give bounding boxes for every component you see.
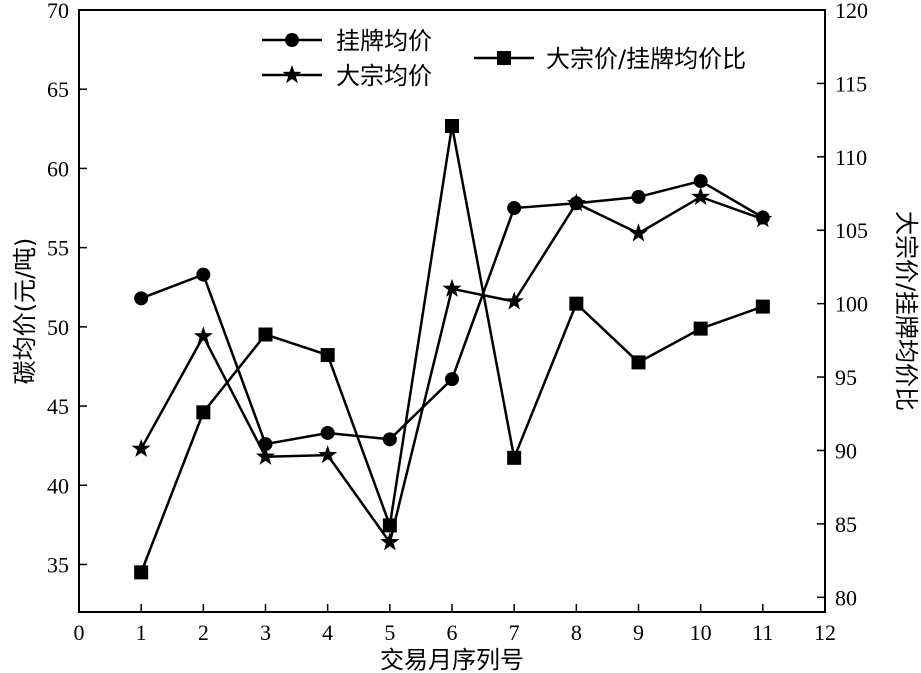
series-2-point <box>255 446 276 465</box>
y-right-tick-label: 90 <box>835 438 857 463</box>
x-tick-label: 5 <box>384 620 395 645</box>
y-left-tick-label: 40 <box>47 473 69 498</box>
x-tick-label: 3 <box>260 620 271 645</box>
x-tick-label: 7 <box>509 620 520 645</box>
series-2-point <box>566 193 586 212</box>
series-1-point <box>445 372 459 387</box>
y-right-axis-title: 大宗价/挂牌均价比 <box>892 211 920 411</box>
series-line-1 <box>140 179 764 446</box>
series-1-point <box>631 189 646 204</box>
y-left-tick-label: 45 <box>47 394 69 419</box>
x-tick-label: 8 <box>571 620 582 645</box>
series-3-point <box>755 299 770 314</box>
x-tick-label: 9 <box>633 620 644 645</box>
plot-frame <box>78 9 826 613</box>
series-1-point <box>693 174 708 189</box>
series-3-point <box>134 565 149 580</box>
series-3-point <box>569 296 584 311</box>
y-right-tick-label: 100 <box>835 292 868 317</box>
series-2-point <box>691 186 711 206</box>
series-1-point <box>382 432 397 447</box>
x-tick-label: 11 <box>752 620 773 645</box>
y-right-tick-label: 80 <box>835 585 857 610</box>
series-3-point <box>382 518 397 533</box>
series-line-3 <box>140 125 764 573</box>
x-tick-label: 12 <box>814 620 836 645</box>
y-right-tick-label: 110 <box>835 145 867 170</box>
series-1-point <box>320 425 335 440</box>
series-2-point <box>318 445 338 464</box>
legend-label-2: 大宗均价 <box>336 62 432 90</box>
series-3-point <box>258 327 273 342</box>
series-1-point <box>507 201 522 216</box>
series-2-point <box>504 291 524 310</box>
series-2-point <box>753 209 773 228</box>
legend-marker-3 <box>497 51 511 65</box>
legend-marker-2 <box>282 65 302 84</box>
series-2-point <box>131 438 151 457</box>
x-axis-title: 交易月序列号 <box>380 646 524 673</box>
legend-label-3: 大宗价/挂牌均价比 <box>546 45 746 73</box>
x-tick-label: 0 <box>74 620 85 645</box>
y-left-tick-label: 55 <box>47 236 69 261</box>
series-2-point <box>380 532 400 551</box>
series-2-point <box>628 223 649 242</box>
x-tick-label: 6 <box>447 620 458 645</box>
series-3-point <box>445 118 459 133</box>
series-3-point <box>507 450 522 465</box>
x-tick-label: 1 <box>136 620 147 645</box>
y-left-axis-title: 碳均价(元/吨) <box>11 238 39 385</box>
series-3-point <box>320 348 335 363</box>
series-2-point <box>442 278 462 297</box>
series-3-point <box>631 355 646 370</box>
legend-marker-1 <box>285 33 299 47</box>
y-left-tick-label: 50 <box>47 315 69 340</box>
series-1-point <box>196 267 211 282</box>
x-tick-label: 10 <box>690 620 712 645</box>
x-tick-label: 2 <box>198 620 209 645</box>
legend-label-1: 挂牌均价 <box>336 27 432 55</box>
y-right-tick-label: 120 <box>835 0 868 23</box>
x-tick-label: 4 <box>322 620 333 645</box>
y-right-tick-label: 115 <box>835 71 867 96</box>
y-left-tick-label: 35 <box>47 552 69 577</box>
y-right-tick-label: 95 <box>835 365 857 390</box>
y-right-tick-label: 105 <box>835 218 868 243</box>
series-2-point <box>193 326 213 345</box>
series-3-point <box>196 405 211 420</box>
series-3-point <box>693 321 708 336</box>
y-right-tick-label: 85 <box>835 512 857 537</box>
y-left-tick-label: 60 <box>47 156 69 181</box>
y-left-tick-label: 65 <box>47 77 69 102</box>
y-left-tick-label: 70 <box>47 0 69 23</box>
series-1-point <box>134 291 149 306</box>
series-line-2 <box>140 195 764 546</box>
